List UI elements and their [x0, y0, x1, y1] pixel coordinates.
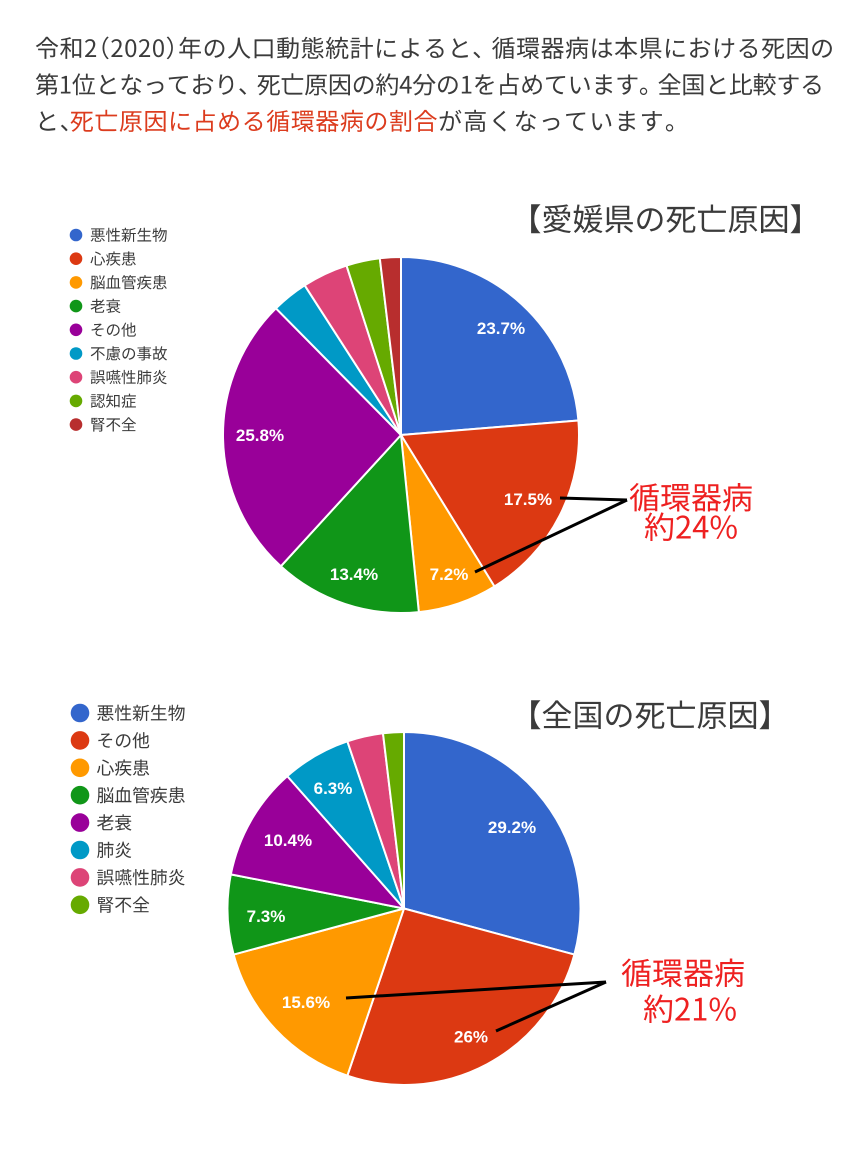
svg-text:7.3%: 7.3%: [247, 907, 286, 926]
svg-text:26%: 26%: [454, 1027, 488, 1046]
svg-text:29.2%: 29.2%: [488, 818, 536, 837]
svg-text:23.7%: 23.7%: [477, 319, 525, 338]
svg-text:13.4%: 13.4%: [330, 565, 378, 584]
svg-text:25.8%: 25.8%: [236, 426, 284, 445]
svg-text:6.3%: 6.3%: [314, 779, 353, 798]
svg-text:15.6%: 15.6%: [282, 993, 330, 1012]
svg-text:17.5%: 17.5%: [504, 490, 552, 509]
svg-text:10.4%: 10.4%: [264, 831, 312, 850]
svg-text:7.2%: 7.2%: [430, 565, 469, 584]
